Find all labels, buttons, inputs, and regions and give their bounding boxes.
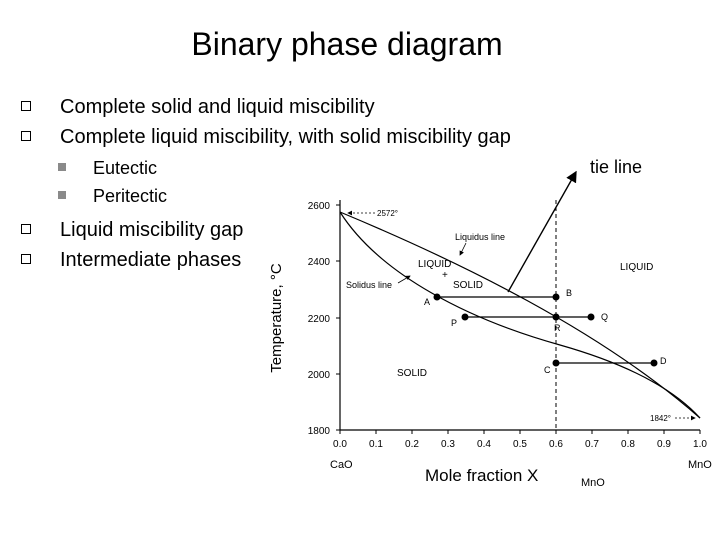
bullet-solid-liquid-miscibility: Complete solid and liquid miscibility <box>21 96 375 119</box>
x-axis-label-subscript: MnO <box>581 477 605 489</box>
y-ticks <box>336 204 340 431</box>
liquidus-curve <box>339 211 701 419</box>
tie-line-annotation: tie line <box>590 157 643 177</box>
point-label-b: B <box>566 288 572 298</box>
bullet-solid-miscibility-gap: Complete liquid miscibility, with solid … <box>21 126 511 149</box>
bullet-text: Complete liquid miscibility, with solid … <box>60 126 511 148</box>
tie-line-arrow <box>507 170 577 293</box>
region-two-phase-label: SOLID <box>453 280 483 291</box>
x-axis-label: Mole fraction X <box>425 466 538 485</box>
hollow-square-bullet-icon <box>21 254 31 264</box>
x-tick-label: 0.5 <box>513 439 527 450</box>
y-tick-label: 2600 <box>308 201 331 212</box>
solidus-curve <box>339 211 701 419</box>
y-tick-label: 2400 <box>308 257 331 268</box>
point-a <box>433 293 441 301</box>
region-two-phase-plus: + <box>442 270 448 281</box>
region-solid-label: SOLID <box>397 368 427 379</box>
bullet-liquid-miscibility-gap: Liquid miscibility gap <box>21 219 244 242</box>
subbullet-peritectic: Peritectic <box>58 186 168 207</box>
x-ticks <box>339 430 701 434</box>
x-tick-label: 1.0 <box>693 439 707 450</box>
melting-point-cao-label: 2572° <box>377 209 398 218</box>
x-tick-label: 0.7 <box>585 439 599 450</box>
point-d <box>650 359 658 367</box>
hollow-square-bullet-icon <box>21 131 31 141</box>
x-tick-label: 0.3 <box>441 439 455 450</box>
solidus-leader <box>397 275 411 284</box>
x-tick-label: 0.4 <box>477 439 491 450</box>
x-tick-label: 0.0 <box>333 439 347 450</box>
x-tick-label: 0.8 <box>621 439 635 450</box>
subbullet-text: Peritectic <box>93 186 168 206</box>
bullet-text: Liquid miscibility gap <box>60 219 244 241</box>
subbullet-eutectic: Eutectic <box>58 158 158 179</box>
y-tick-label: 1800 <box>308 426 331 437</box>
point-label-q: Q <box>601 312 608 322</box>
point-label-p: P <box>451 318 457 328</box>
subbullet-text: Eutectic <box>93 158 158 178</box>
left-component-label: CaO <box>330 459 353 471</box>
y-axis-label: Temperature, °C <box>268 263 285 373</box>
hollow-square-bullet-icon <box>21 224 31 234</box>
filled-square-bullet-icon <box>58 191 66 199</box>
bullet-text: Intermediate phases <box>60 249 242 271</box>
melting-point-mno-label: 1842° <box>650 414 671 423</box>
bullet-intermediate-phases: Intermediate phases <box>21 249 242 272</box>
hollow-square-bullet-icon <box>21 101 31 111</box>
region-two-phase-label: LIQUID <box>418 259 451 270</box>
point-label-a: A <box>424 297 430 307</box>
solidus-line-label: Solidus line <box>346 280 392 290</box>
x-tick-label: 0.9 <box>657 439 671 450</box>
right-component-label: MnO <box>688 459 712 471</box>
liquidus-line-label: Liquidus line <box>455 232 505 242</box>
y-tick-label: 2000 <box>308 370 331 381</box>
point-q <box>587 313 595 321</box>
page-title: Binary phase diagram <box>191 26 503 62</box>
point-label-d: D <box>660 356 667 366</box>
x-tick-label: 0.1 <box>369 439 383 450</box>
bullet-text: Complete solid and liquid miscibility <box>60 96 375 118</box>
point-r <box>552 313 560 321</box>
point-p <box>461 313 469 321</box>
y-tick-label: 2200 <box>308 314 331 325</box>
point-label-r: R <box>554 323 561 333</box>
filled-square-bullet-icon <box>58 163 66 171</box>
x-tick-label: 0.6 <box>549 439 563 450</box>
liquidus-leader <box>459 242 467 256</box>
point-c <box>552 359 560 367</box>
point-label-c: C <box>544 365 551 375</box>
point-b <box>552 293 560 301</box>
region-liquid-label: LIQUID <box>620 262 653 273</box>
x-tick-label: 0.2 <box>405 439 419 450</box>
